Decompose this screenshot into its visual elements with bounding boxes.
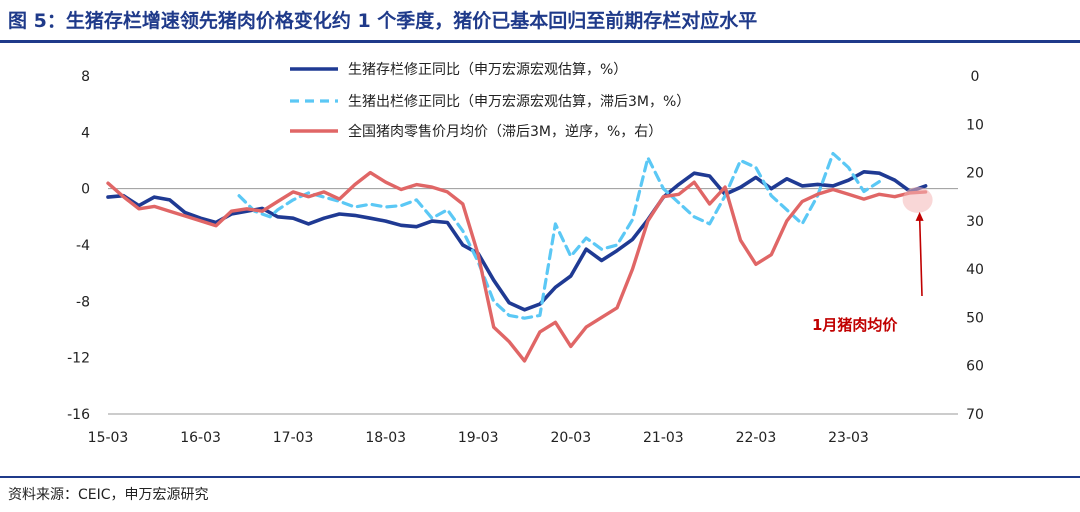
right-tick-label: 70 bbox=[966, 407, 984, 423]
x-tick-label: 16-03 bbox=[180, 430, 221, 446]
chart-title: 图 5：生猪存栏增速领先猪肉价格变化约 1 个季度，猪价已基本回归至前期存栏对应… bbox=[8, 10, 758, 32]
x-tick-label: 20-03 bbox=[550, 430, 591, 446]
series-line-1 bbox=[106, 170, 928, 312]
x-tick-label: 21-03 bbox=[643, 430, 684, 446]
footer-divider bbox=[0, 476, 1080, 478]
left-tick-label: 4 bbox=[81, 125, 90, 141]
right-tick-label: 60 bbox=[966, 359, 984, 375]
left-tick-label: -16 bbox=[67, 407, 90, 423]
x-tick-label: 15-03 bbox=[88, 430, 129, 446]
right-tick-label: 30 bbox=[966, 214, 984, 230]
left-tick-label: 8 bbox=[81, 69, 90, 85]
x-tick-label: 18-03 bbox=[365, 430, 406, 446]
left-tick-label: -12 bbox=[67, 351, 90, 367]
right-tick-label: 20 bbox=[966, 166, 984, 182]
x-tick-label: 19-03 bbox=[458, 430, 499, 446]
legend-label-2: 生猪出栏修正同比（申万宏源宏观估算，滞后3M，%） bbox=[348, 94, 690, 110]
legend-label-1: 生猪存栏修正同比（申万宏源宏观估算，%） bbox=[348, 62, 627, 78]
annotation-arrowhead bbox=[915, 211, 924, 221]
title-divider bbox=[0, 40, 1080, 43]
series-line-3 bbox=[106, 170, 928, 363]
right-tick-label: 40 bbox=[966, 262, 984, 278]
right-tick-label: 10 bbox=[966, 117, 984, 133]
annotation-label: 1月猪肉均价 bbox=[812, 316, 898, 334]
annotation-highlight bbox=[902, 186, 933, 213]
right-tick-label: 0 bbox=[971, 69, 980, 85]
left-tick-label: -4 bbox=[76, 238, 90, 254]
left-tick-label: -8 bbox=[76, 294, 90, 310]
x-tick-label: 23-03 bbox=[828, 430, 869, 446]
source-note: 资料来源：CEIC，申万宏源研究 bbox=[8, 487, 209, 503]
x-tick-label: 22-03 bbox=[736, 430, 777, 446]
right-tick-label: 50 bbox=[966, 310, 984, 326]
legend-label-3: 全国猪肉零售价月均价（滞后3M，逆序，%，右） bbox=[348, 123, 662, 140]
x-tick-label: 17-03 bbox=[273, 430, 314, 446]
left-tick-label: 0 bbox=[81, 182, 90, 198]
series-line-2 bbox=[237, 151, 881, 320]
annotation-arrow bbox=[918, 215, 923, 297]
